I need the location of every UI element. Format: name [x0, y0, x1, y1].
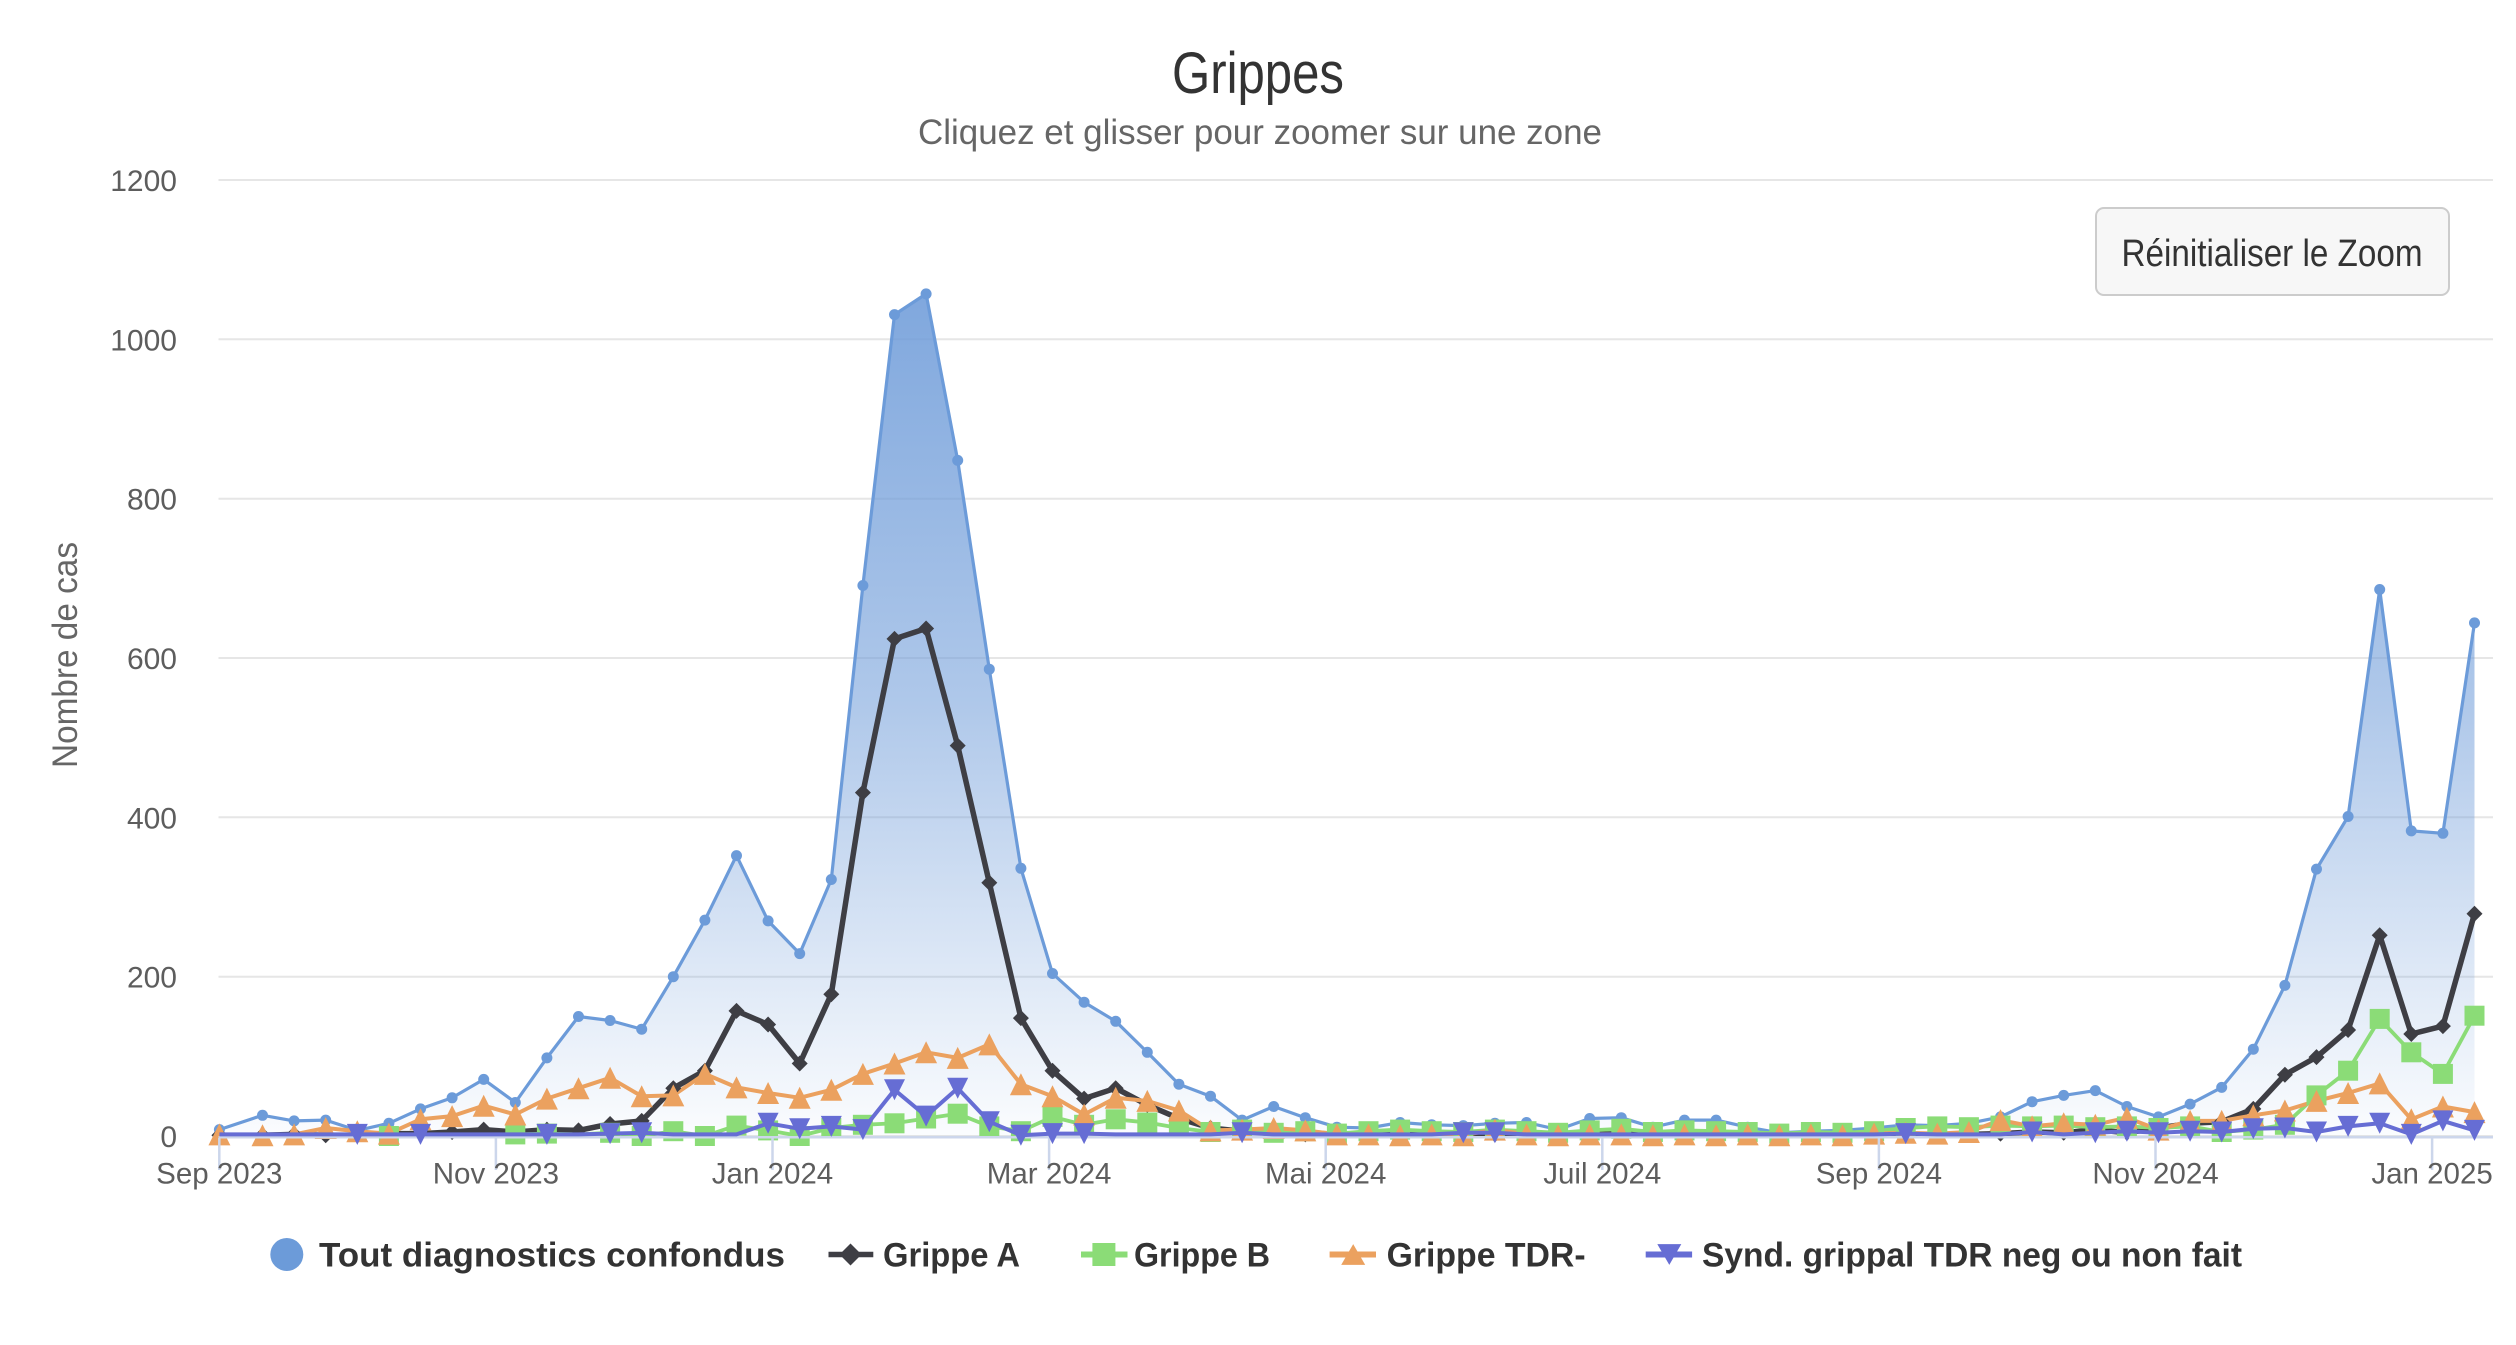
svg-text:400: 400	[127, 802, 177, 835]
svg-text:Mar 2024: Mar 2024	[987, 1158, 1112, 1191]
svg-text:Juil 2024: Juil 2024	[1543, 1158, 1661, 1191]
svg-text:Jan 2024: Jan 2024	[712, 1158, 833, 1191]
svg-text:Synd. grippal TDR neg ou non f: Synd. grippal TDR neg ou non fait	[1702, 1237, 2242, 1275]
svg-text:Tout diagnostics confondus: Tout diagnostics confondus	[319, 1237, 785, 1275]
svg-text:Mai 2024: Mai 2024	[1265, 1158, 1386, 1191]
svg-text:1000: 1000	[110, 324, 177, 357]
svg-text:Sep 2024: Sep 2024	[1816, 1158, 1942, 1191]
svg-text:0: 0	[160, 1121, 177, 1154]
svg-text:1200: 1200	[110, 165, 177, 198]
svg-text:Cliquez et glisser pour zoomer: Cliquez et glisser pour zoomer sur une z…	[918, 113, 1602, 152]
svg-text:Nombre de cas: Nombre de cas	[46, 542, 85, 768]
svg-text:Sep 2023: Sep 2023	[156, 1158, 282, 1191]
svg-text:Jan 2025: Jan 2025	[2371, 1158, 2492, 1191]
svg-text:800: 800	[127, 484, 177, 517]
svg-text:Grippe A: Grippe A	[883, 1237, 1020, 1275]
svg-text:Réinitialiser le Zoom: Réinitialiser le Zoom	[2122, 233, 2423, 275]
svg-text:Grippes: Grippes	[1172, 41, 1344, 106]
svg-text:200: 200	[127, 962, 177, 995]
svg-text:Grippe B: Grippe B	[1134, 1237, 1270, 1275]
svg-text:Nov 2024: Nov 2024	[2092, 1158, 2218, 1191]
svg-text:600: 600	[127, 643, 177, 676]
svg-text:Grippe TDR-: Grippe TDR-	[1387, 1237, 1586, 1275]
svg-text:Nov 2023: Nov 2023	[433, 1158, 559, 1191]
